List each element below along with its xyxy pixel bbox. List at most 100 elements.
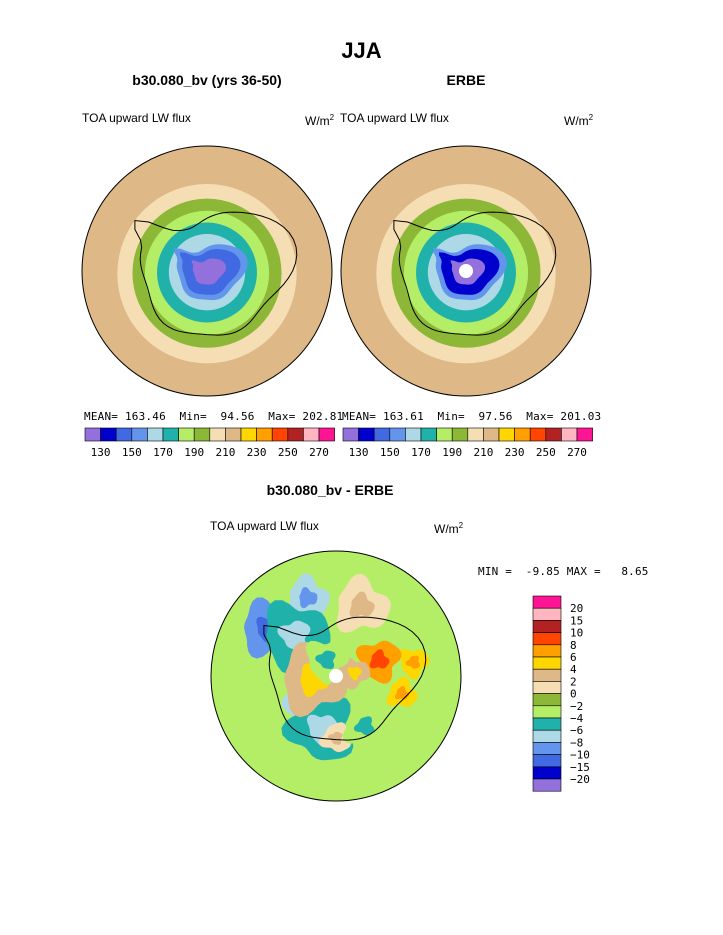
colorbar-swatch <box>532 668 562 682</box>
colorbar-tick-label: 8 <box>570 639 577 652</box>
colorbar-swatch <box>532 620 562 633</box>
colorbar-swatch <box>532 595 562 609</box>
colorbar-tick-label: 4 <box>570 663 577 676</box>
colorbar-swatch <box>84 427 101 442</box>
panel-2-units: W/m2 <box>564 113 594 128</box>
panel-2-subtitle: ERBE <box>446 72 486 88</box>
colorbar-tick-label: 20 <box>570 602 583 615</box>
missing-pole <box>329 669 343 683</box>
colorbar-swatch <box>532 656 562 670</box>
colorbar-swatch <box>162 427 179 442</box>
colorbar-swatch <box>532 693 562 707</box>
colorbar-tick-label: 10 <box>570 627 583 640</box>
colorbar-swatch <box>576 427 593 442</box>
erbe-map <box>341 146 591 396</box>
colorbar-swatch <box>389 427 406 442</box>
colorbar-tick-label: 170 <box>153 446 173 459</box>
colorbar-swatch <box>532 681 562 694</box>
colorbar-swatch <box>451 427 469 442</box>
colorbar-swatch <box>405 427 422 442</box>
colorbar-swatch <box>532 742 562 755</box>
colorbar-swatch <box>193 427 211 442</box>
diff-variable-label: TOA upward LW flux <box>210 519 319 533</box>
colorbar-tick-label: 190 <box>442 446 462 459</box>
colorbar-swatch <box>147 427 164 442</box>
diff-stats: MIN = -9.85 MAX = 8.65 <box>478 565 649 578</box>
panel-1-subtitle: b30.080_bv (yrs 36-50) <box>132 72 282 88</box>
colorbar-swatch <box>287 427 304 442</box>
coastline <box>263 616 427 741</box>
colorbar-tick-label: −2 <box>570 700 583 713</box>
diff-subtitle: b30.080_bv - ERBE <box>266 482 394 498</box>
colorbar-swatch <box>225 427 242 442</box>
anomaly-core <box>306 714 339 746</box>
missing-pole <box>459 264 473 278</box>
colorbar-tick-label: 150 <box>380 446 400 459</box>
anomaly-core <box>349 591 375 618</box>
model-colorbar: 130 150 170 190 210 230 250 270 <box>84 427 335 459</box>
colorbar-tick-label: 250 <box>536 446 556 459</box>
colorbar-swatch <box>532 644 562 658</box>
erbe-colorbar: 130 150 170 190 210 230 250 270 <box>342 427 593 459</box>
colorbar-swatch <box>115 427 133 442</box>
colorbar-tick-label: 130 <box>349 446 369 459</box>
colorbar-swatch <box>178 427 195 442</box>
colorbar-swatch <box>303 427 320 442</box>
colorbar-swatch <box>271 427 289 442</box>
colorbar-tick-label: 6 <box>570 651 577 664</box>
colorbar-swatch <box>532 632 562 646</box>
anomaly-core <box>405 655 420 669</box>
colorbar-swatch <box>256 427 273 442</box>
panel-2-variable-label: TOA upward LW flux <box>340 111 449 125</box>
model-map <box>82 146 332 396</box>
anomaly-core <box>299 587 318 609</box>
colorbar-tick-label: 170 <box>411 446 431 459</box>
colorbar-tick-label: 270 <box>309 446 329 459</box>
colorbar-tick-label: 230 <box>247 446 267 459</box>
colorbar-swatch <box>131 427 148 442</box>
colorbar-tick-label: 270 <box>567 446 587 459</box>
colorbar-tick-label: 210 <box>473 446 493 459</box>
panel-2-stats: MEAN= 163.61 Min= 97.56 Max= 201.03 <box>342 410 602 423</box>
diff-units: W/m2 <box>434 521 464 536</box>
colorbar-swatch <box>436 427 453 442</box>
colorbar-swatch <box>100 427 117 442</box>
panel-1-units: W/m2 <box>305 113 335 128</box>
colorbar-swatch <box>545 427 562 442</box>
colorbar-swatch <box>240 427 257 442</box>
colorbar-swatch <box>498 427 515 442</box>
colorbar-tick-label: 0 <box>570 688 577 701</box>
colorbar-swatch <box>420 427 437 442</box>
colorbar-swatch <box>532 729 562 743</box>
colorbar-swatch <box>318 427 335 442</box>
colorbar-swatch <box>532 778 562 792</box>
anomaly-core <box>315 650 336 670</box>
colorbar-tick-label: 210 <box>215 446 235 459</box>
colorbar-swatch <box>561 427 578 442</box>
coastline <box>134 211 298 336</box>
anomaly-core <box>347 666 362 681</box>
colorbar-swatch <box>532 607 562 621</box>
colorbar-tick-label: 190 <box>184 446 204 459</box>
colorbar-tick-label: −15 <box>570 761 590 774</box>
difference-map <box>211 551 461 801</box>
colorbar-tick-label: −6 <box>570 724 583 737</box>
colorbar-tick-label: 15 <box>570 614 583 627</box>
page-title: JJA <box>341 38 382 63</box>
colorbar-swatch <box>209 427 226 442</box>
colorbar-swatch <box>529 427 547 442</box>
colorbar-swatch <box>532 717 562 731</box>
anomaly-core <box>328 731 343 745</box>
colorbar-tick-label: 250 <box>278 446 298 459</box>
colorbar-tick-label: −10 <box>570 749 590 762</box>
colorbar-swatch <box>358 427 375 442</box>
colorbar-tick-label: 230 <box>505 446 525 459</box>
colorbar-swatch <box>532 754 562 768</box>
anomaly-core <box>369 649 390 669</box>
colorbar-tick-label: 2 <box>570 675 577 688</box>
colorbar-tick-label: −8 <box>570 736 583 749</box>
colorbar-swatch <box>483 427 500 442</box>
model-map-border <box>81 145 333 397</box>
colorbar-swatch <box>342 427 359 442</box>
